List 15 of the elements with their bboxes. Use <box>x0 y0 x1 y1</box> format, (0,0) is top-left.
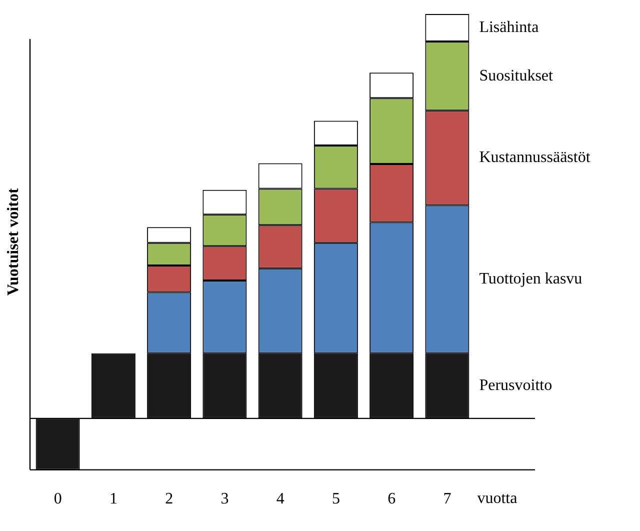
series-label: Perusvoitto <box>479 377 552 394</box>
x-tick-label: 1 <box>109 490 118 508</box>
series-label: Lisähinta <box>479 18 539 36</box>
y-axis-title: Vuotuiset voitot <box>5 188 22 296</box>
x-tick-label: 3 <box>220 490 229 508</box>
x-tick-label: 7 <box>443 490 452 508</box>
x-tick-label: 5 <box>332 490 340 508</box>
x-tick-label: 2 <box>165 490 174 508</box>
x-tick-label: 4 <box>276 490 284 508</box>
x-tick-label: 0 <box>54 490 62 508</box>
x-tick-label: 6 <box>388 490 396 508</box>
series-label: Suositukset <box>479 67 554 84</box>
series-label: Kustannussäästöt <box>479 149 591 166</box>
x-axis-title: vuotta <box>477 490 518 508</box>
series-label: Tuottojen kasvu <box>479 270 582 288</box>
